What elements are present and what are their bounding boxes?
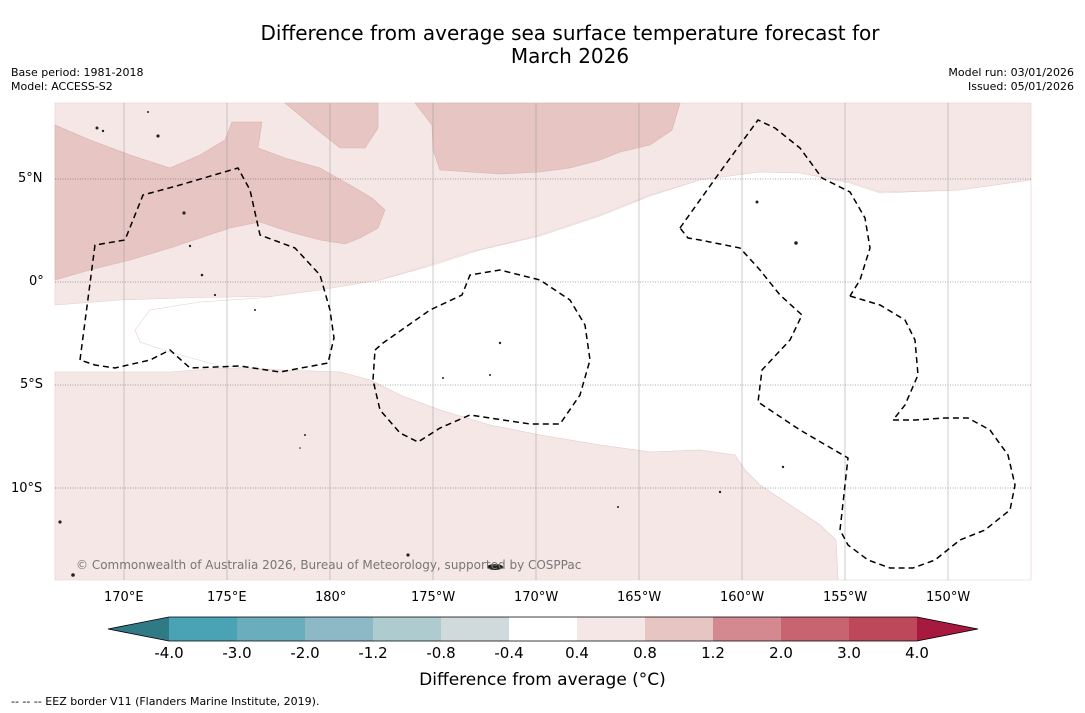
colorbar-title: Difference from average (°C): [419, 670, 666, 690]
anomaly-moderate-east: [414, 102, 681, 175]
map-title: Difference from average sea surface temp…: [0, 22, 1085, 68]
title-line-1: Difference from average sea surface temp…: [260, 21, 880, 45]
colorbar-seg-10: [781, 617, 849, 641]
lon-label-155w: 155°W: [823, 590, 868, 605]
colorbar-seg-7: [577, 617, 645, 641]
lon-label-175w: 175°W: [411, 590, 456, 605]
gridlines: [55, 178, 1031, 489]
cbar-tick-6: -0.4: [494, 644, 524, 662]
cbar-tick-3: -2.0: [290, 644, 320, 662]
cbar-tick-7: 0.4: [565, 644, 589, 662]
lon-label-175e: 175°E: [207, 590, 247, 605]
lat-label-5s: 5°S: [20, 377, 44, 392]
cbar-tick-10: 2.0: [769, 644, 793, 662]
colorbar-low-extend: [108, 617, 169, 641]
colorbar-seg-9: [713, 617, 781, 641]
meta-left: Base period: 1981-2018 Model: ACCESS-S2: [11, 66, 143, 94]
model-run: Model run: 03/01/2026: [948, 66, 1074, 79]
colorbar-seg-3: [305, 617, 373, 641]
lon-label-165w: 165°W: [617, 590, 662, 605]
title-line-2: March 2026: [510, 44, 630, 68]
cbar-tick-5: -0.8: [426, 644, 456, 662]
model-name: Model: ACCESS-S2: [11, 80, 113, 93]
lat-label-5n: 5°N: [18, 171, 43, 186]
lon-label-160w: 160°W: [720, 590, 765, 605]
cbar-tick-11: 3.0: [837, 644, 861, 662]
eez-footnote: -- -- -- EEZ border V11 (Flanders Marine…: [11, 695, 320, 708]
colorbar-high-extend: [917, 617, 978, 641]
cbar-tick-8: 0.8: [633, 644, 657, 662]
lat-label-0: 0°: [29, 274, 44, 289]
meta-right: Model run: 03/01/2026 Issued: 05/01/2026: [948, 66, 1074, 94]
colorbar-outline: [107, 616, 979, 642]
lon-label-170w: 170°W: [514, 590, 559, 605]
lat-label-10s: 10°S: [11, 481, 43, 496]
cbar-tick-1: -4.0: [154, 644, 184, 662]
eez-borders: [79, 119, 1016, 569]
lon-label-170e: 170°E: [104, 590, 144, 605]
cbar-tick-12: 4.0: [905, 644, 929, 662]
issued-date: Issued: 05/01/2026: [967, 80, 1074, 93]
cbar-tick-4: -1.2: [358, 644, 388, 662]
colorbar-seg-5: [441, 617, 509, 641]
islands: [58, 111, 798, 577]
anomaly-weak-north: [54, 102, 1032, 306]
colorbar-seg-2: [237, 617, 305, 641]
anomaly-moderate-center: [284, 102, 379, 149]
colorbar-seg-6: [509, 617, 577, 641]
colorbar-seg-1: [169, 617, 237, 641]
lon-label-180: 180°: [315, 590, 347, 605]
colorbar-seg-11: [849, 617, 917, 641]
copyright-notice: © Commonwealth of Australia 2026, Bureau…: [76, 558, 582, 572]
colorbar-seg-4: [373, 617, 441, 641]
meridians: [123, 103, 949, 580]
base-period: Base period: 1981-2018: [11, 66, 144, 79]
lon-label-150w: 150°W: [926, 590, 971, 605]
colorbar: [107, 616, 979, 642]
anomaly-moderate-west: [54, 121, 386, 281]
cbar-tick-9: 1.2: [701, 644, 725, 662]
cbar-tick-2: -3.0: [222, 644, 252, 662]
colorbar-seg-8: [645, 617, 713, 641]
anomaly-weak-south: [54, 367, 839, 581]
